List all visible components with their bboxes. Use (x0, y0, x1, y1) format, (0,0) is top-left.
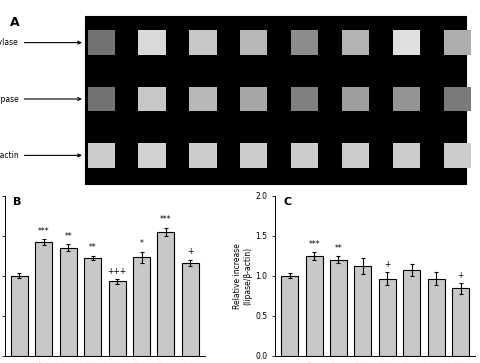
Text: C: C (284, 197, 292, 207)
FancyBboxPatch shape (393, 30, 420, 55)
FancyBboxPatch shape (87, 143, 115, 168)
FancyBboxPatch shape (138, 143, 166, 168)
Bar (133, 257, 150, 356)
Bar (428, 279, 444, 356)
FancyBboxPatch shape (138, 30, 166, 55)
FancyBboxPatch shape (138, 87, 166, 111)
Bar (60, 248, 77, 356)
Bar (354, 266, 372, 356)
Bar (157, 232, 174, 356)
Text: +++: +++ (108, 267, 127, 276)
Bar (108, 281, 126, 356)
Bar (330, 260, 347, 356)
Text: **: ** (89, 244, 96, 252)
Bar (452, 289, 469, 356)
Text: ***: *** (160, 215, 172, 224)
FancyBboxPatch shape (342, 143, 369, 168)
Text: +: + (457, 271, 464, 280)
Text: **: ** (335, 244, 342, 253)
FancyBboxPatch shape (444, 30, 471, 55)
Text: *: * (140, 240, 144, 248)
FancyBboxPatch shape (393, 87, 420, 111)
FancyBboxPatch shape (393, 143, 420, 168)
Text: A: A (10, 16, 19, 29)
Bar (403, 270, 420, 356)
Text: +: + (187, 248, 193, 256)
FancyBboxPatch shape (291, 143, 318, 168)
Text: β-actin: β-actin (0, 151, 81, 160)
Bar (84, 258, 101, 356)
Bar (182, 263, 199, 356)
Bar (306, 256, 323, 356)
FancyBboxPatch shape (444, 87, 471, 111)
Text: **: ** (64, 232, 72, 241)
FancyBboxPatch shape (240, 87, 267, 111)
FancyBboxPatch shape (240, 30, 267, 55)
FancyBboxPatch shape (291, 30, 318, 55)
FancyBboxPatch shape (189, 30, 216, 55)
Text: Lipase: Lipase (0, 94, 81, 103)
FancyBboxPatch shape (444, 143, 471, 168)
FancyBboxPatch shape (85, 16, 466, 184)
Bar (11, 276, 28, 356)
FancyBboxPatch shape (87, 30, 115, 55)
Bar (36, 242, 52, 356)
Bar (281, 276, 298, 356)
Text: Amylase: Amylase (0, 38, 81, 47)
Text: ***: *** (308, 240, 320, 249)
Text: ***: *** (38, 227, 49, 236)
Bar (379, 279, 396, 356)
FancyBboxPatch shape (291, 87, 318, 111)
FancyBboxPatch shape (240, 143, 267, 168)
FancyBboxPatch shape (342, 87, 369, 111)
Text: +: + (384, 260, 391, 269)
FancyBboxPatch shape (342, 30, 369, 55)
Text: B: B (13, 197, 22, 207)
FancyBboxPatch shape (87, 87, 115, 111)
Y-axis label: Relative increase
(lipase/β-actin): Relative increase (lipase/β-actin) (233, 243, 252, 309)
FancyBboxPatch shape (189, 143, 216, 168)
FancyBboxPatch shape (189, 87, 216, 111)
